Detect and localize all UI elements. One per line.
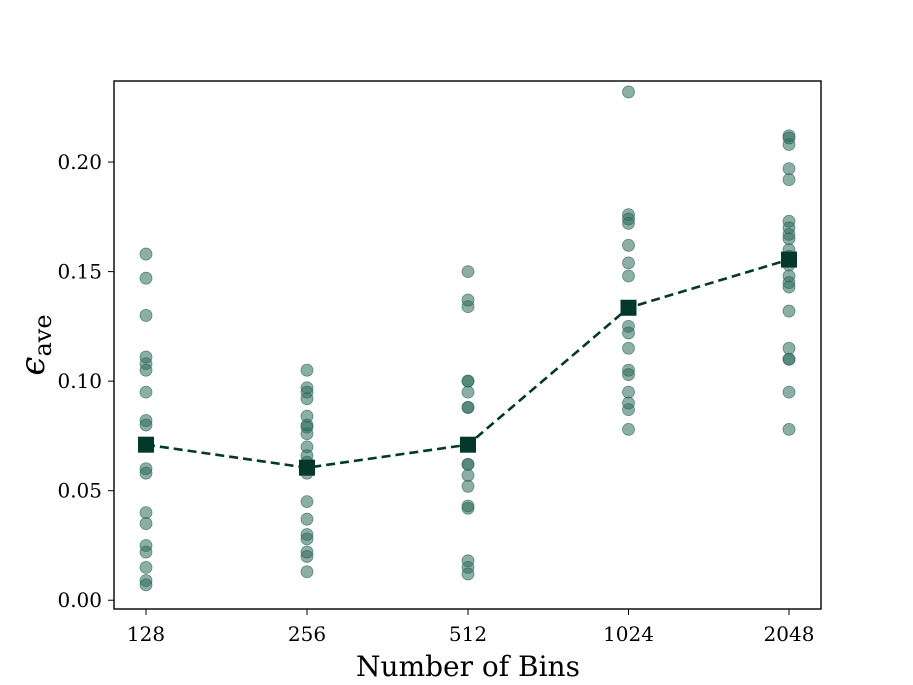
scatter-point — [782, 232, 796, 246]
x-tick-label: 2048 — [764, 622, 815, 646]
mean-marker — [781, 251, 797, 268]
y-axis-label-symbol: ϵ — [13, 357, 53, 376]
points-layer — [139, 85, 796, 592]
y-ticks: 0.00 0.05 0.10 0.15 0.20 — [57, 150, 114, 612]
scatter-point — [782, 304, 796, 318]
mean-line — [145, 258, 790, 470]
y-tick-label: 0.00 — [57, 588, 102, 612]
x-ticks: 128 256 512 1024 2048 — [127, 609, 815, 646]
scatter-point — [461, 300, 475, 314]
x-tick-label: 128 — [127, 622, 165, 646]
scatter-point — [782, 138, 796, 151]
mean-marker — [299, 459, 315, 476]
scatter-point — [300, 550, 314, 563]
scatter-point — [622, 403, 635, 417]
scatter-point — [461, 374, 475, 388]
scatter-point — [139, 545, 153, 559]
scatter-point — [622, 217, 635, 230]
scatter-point — [139, 385, 153, 399]
mean-marker — [460, 436, 476, 453]
scatter-point — [300, 392, 314, 406]
scatter-point — [622, 238, 635, 252]
scatter-point — [461, 468, 475, 482]
scatter-point — [782, 173, 796, 186]
scatter-point — [622, 368, 635, 381]
scatter-point — [782, 422, 796, 436]
plot-frame — [113, 80, 822, 610]
scatter-point — [782, 280, 796, 294]
mean-line-layer — [138, 251, 797, 476]
scatter-point — [139, 517, 153, 530]
mean-marker — [620, 299, 637, 316]
scatter-point — [622, 85, 635, 99]
scatter-point — [139, 418, 153, 432]
y-tick-label: 0.05 — [57, 479, 102, 503]
x-axis-label: Number of Bins — [356, 650, 580, 683]
mean-marker — [138, 436, 154, 453]
scatter-point — [139, 560, 153, 574]
scatter-point — [300, 363, 314, 377]
scatter-point — [300, 427, 314, 441]
scatter-point — [782, 162, 796, 176]
scatter-point — [139, 309, 153, 322]
scatter-point — [782, 341, 796, 355]
scatter-point — [300, 532, 314, 546]
scatter-point — [300, 565, 314, 579]
scatter-point — [622, 422, 635, 436]
scatter-point — [622, 326, 635, 340]
x-tick-label: 256 — [288, 622, 326, 646]
scatter-point — [461, 401, 475, 414]
scatter-point — [300, 495, 314, 509]
x-tick-label: 512 — [449, 622, 487, 646]
scatter-point — [139, 247, 153, 261]
scatter-point — [461, 385, 475, 399]
scatter-point — [622, 256, 635, 270]
scatter-point — [139, 271, 153, 285]
y-tick-label: 0.10 — [57, 369, 102, 393]
scatter-point — [782, 352, 796, 366]
scatter-point — [139, 506, 153, 520]
scatter-point — [622, 341, 635, 355]
scatter-point — [139, 466, 153, 480]
scatter-point — [622, 269, 635, 283]
y-tick-label: 0.20 — [57, 150, 102, 174]
scatter-point — [139, 578, 153, 592]
scatter-point — [300, 512, 314, 526]
scatter-point — [622, 385, 635, 399]
scatter-point — [139, 363, 153, 377]
y-tick-label: 0.15 — [57, 260, 102, 284]
scatter-point — [461, 567, 475, 581]
scatter-point — [782, 385, 796, 399]
scatter-point — [461, 479, 475, 493]
scatter-point — [461, 501, 475, 515]
scatter-point — [461, 458, 475, 471]
x-tick-label: 1024 — [603, 622, 654, 646]
scatter-point — [461, 265, 475, 279]
y-axis-label-subscript: ave — [29, 314, 57, 356]
y-axis-label: ϵave — [13, 314, 57, 375]
